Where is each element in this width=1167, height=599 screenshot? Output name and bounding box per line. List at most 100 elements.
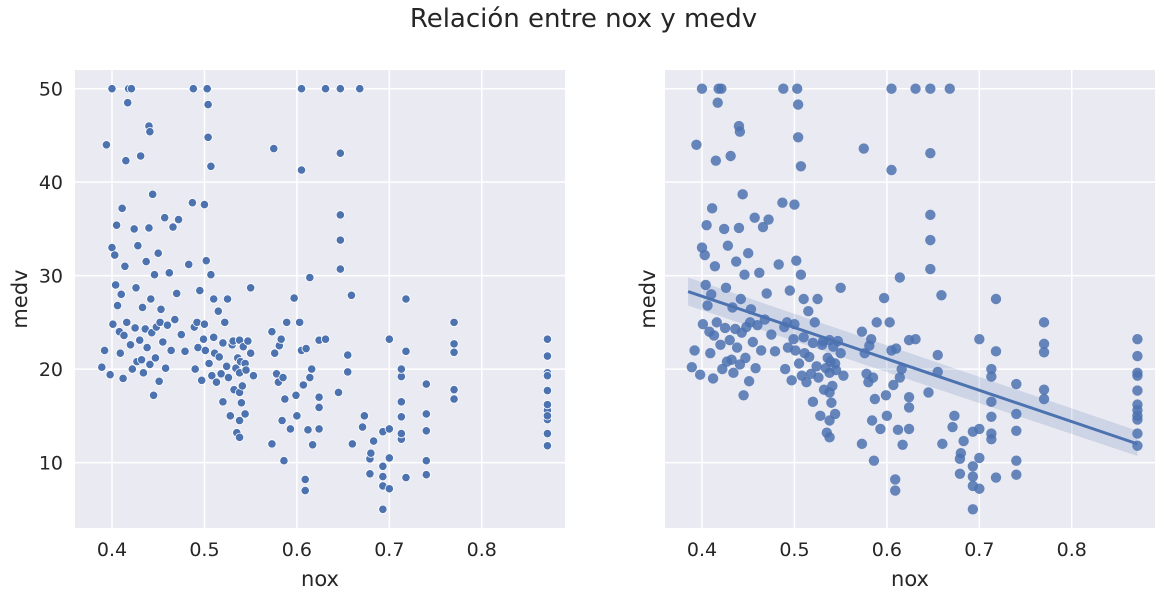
data-point — [320, 334, 331, 344]
data-point — [542, 371, 553, 381]
data-point — [890, 485, 901, 496]
data-point — [138, 368, 149, 378]
data-point — [738, 390, 749, 401]
data-point — [829, 408, 841, 420]
data-point — [384, 334, 394, 344]
data-point — [733, 222, 745, 234]
data-point — [720, 282, 732, 293]
data-point — [925, 209, 936, 221]
data-point — [421, 426, 431, 436]
data-point — [449, 347, 459, 357]
data-point — [184, 259, 194, 270]
data-point — [97, 362, 107, 372]
data-point — [697, 319, 709, 330]
data-point — [755, 345, 767, 356]
data-point — [944, 83, 955, 94]
data-point — [115, 348, 125, 358]
data-point — [1011, 408, 1022, 420]
data-point — [1038, 338, 1050, 350]
data-point — [827, 380, 838, 392]
x-tick-label: 0.7 — [374, 539, 404, 561]
data-point — [803, 305, 814, 317]
data-point — [777, 197, 788, 208]
data-point — [421, 470, 431, 480]
data-point — [237, 381, 247, 391]
data-point — [718, 223, 730, 235]
data-point — [285, 424, 296, 434]
data-point — [296, 165, 307, 175]
data-point — [289, 293, 299, 303]
data-point — [728, 367, 739, 379]
data-point — [449, 339, 459, 349]
data-point — [949, 410, 960, 422]
data-point — [789, 199, 800, 210]
data-point — [740, 352, 751, 364]
data-point — [164, 268, 174, 278]
data-point — [280, 394, 290, 404]
data-point — [932, 349, 943, 361]
data-point — [881, 410, 893, 422]
data-point — [199, 319, 210, 329]
data-point — [925, 234, 936, 246]
data-point — [1132, 370, 1143, 381]
data-point — [105, 370, 115, 380]
data-point — [686, 362, 698, 373]
data-point — [947, 421, 958, 433]
data-point — [384, 453, 394, 463]
data-point — [1132, 385, 1143, 396]
data-point — [307, 364, 317, 374]
x-tick-label: 0.6 — [282, 539, 312, 561]
data-point — [731, 342, 743, 353]
data-point — [156, 304, 166, 314]
data-point — [209, 332, 219, 342]
data-point — [366, 448, 376, 458]
data-point — [923, 387, 934, 398]
data-point — [149, 270, 160, 280]
data-point — [910, 333, 921, 345]
data-point — [190, 364, 200, 374]
data-point — [722, 240, 734, 251]
data-point — [910, 83, 921, 94]
data-point — [890, 474, 901, 485]
data-point — [769, 346, 781, 357]
data-point — [705, 348, 716, 359]
data-point — [148, 189, 158, 199]
data-point — [896, 363, 907, 375]
data-point — [986, 371, 997, 382]
data-point — [790, 345, 801, 356]
data-point — [118, 373, 128, 384]
data-point — [875, 423, 886, 435]
data-point — [295, 317, 305, 327]
data-point — [897, 439, 908, 451]
data-point — [880, 390, 892, 401]
data-point — [779, 363, 791, 375]
data-point — [824, 432, 835, 443]
data-point — [1132, 410, 1143, 422]
data-point — [856, 438, 868, 450]
data-point — [145, 359, 155, 370]
x-tick-label: 0.5 — [779, 539, 809, 561]
data-point — [369, 436, 379, 446]
data-point — [726, 354, 737, 365]
data-point — [866, 415, 878, 426]
data-point — [267, 439, 277, 449]
data-point — [730, 256, 742, 267]
x-tick-label: 0.5 — [189, 539, 219, 561]
data-point — [807, 337, 819, 349]
data-point — [396, 364, 406, 374]
data-point — [335, 84, 345, 94]
data-point — [815, 410, 826, 422]
data-point — [110, 250, 120, 260]
data-point — [127, 364, 137, 374]
data-point — [199, 199, 210, 210]
data-point — [343, 367, 353, 377]
y-axis-label: medv — [636, 269, 660, 328]
data-point — [137, 302, 148, 313]
data-point — [161, 363, 171, 373]
data-point — [267, 327, 277, 337]
data-point — [868, 455, 880, 466]
data-point — [421, 379, 431, 389]
data-point — [298, 380, 308, 390]
data-point — [542, 428, 553, 439]
